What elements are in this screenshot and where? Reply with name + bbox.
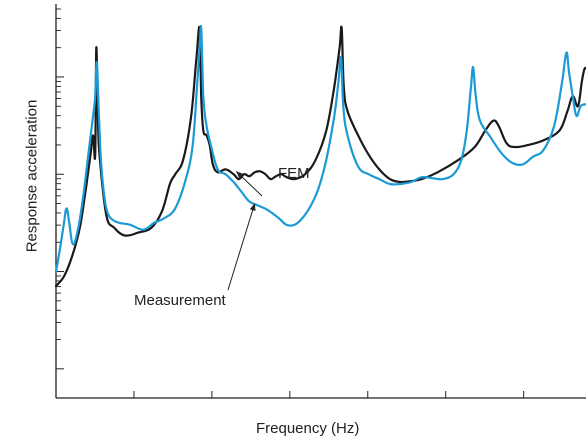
axis-ticks — [56, 8, 525, 398]
y-axis-label: Response acceleration — [23, 99, 41, 253]
measurement-annotation-label: Measurement — [134, 292, 227, 309]
measurement-leader-line — [227, 203, 256, 291]
fem-series-line — [54, 25, 586, 288]
measurement-series-line — [54, 25, 586, 273]
chart-annotations: FEM Measurement — [134, 165, 310, 309]
fem-annotation-label: FEM — [278, 165, 310, 182]
chart-axes — [55, 4, 586, 399]
chart-series — [54, 25, 586, 288]
x-axis-label: Frequency (Hz) — [256, 420, 360, 437]
fem-arrowhead — [236, 171, 244, 179]
measurement-arrowhead — [249, 203, 256, 211]
